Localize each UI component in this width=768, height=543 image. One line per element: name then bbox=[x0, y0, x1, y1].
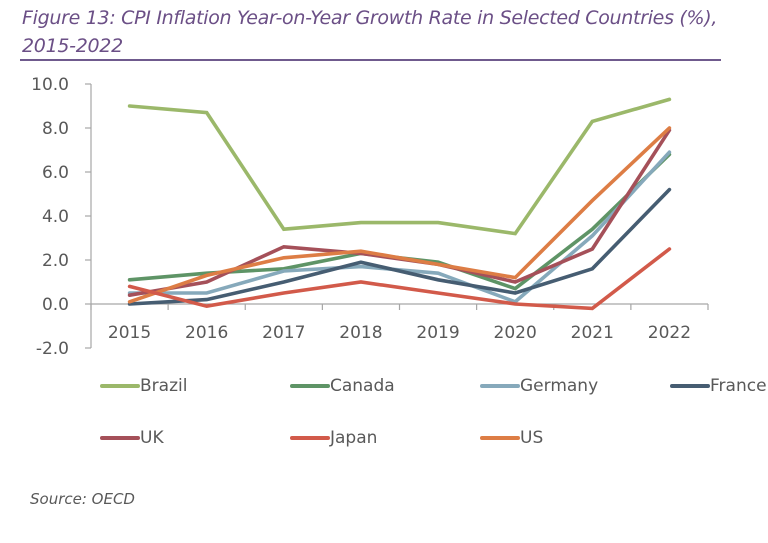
y-tick-label: 10.0 bbox=[31, 75, 69, 95]
x-tick-label: 2019 bbox=[416, 323, 459, 343]
legend-swatch bbox=[100, 436, 140, 440]
series-line-brazil bbox=[127, 97, 672, 236]
legend-swatch bbox=[670, 384, 710, 388]
x-tick-label: 2015 bbox=[108, 323, 151, 343]
title-divider bbox=[20, 59, 721, 61]
legend-label: France bbox=[710, 376, 767, 396]
series-lines bbox=[127, 97, 672, 311]
legend-swatch bbox=[290, 436, 330, 440]
x-axis-labels: 2015 2016 2017 2018 2019 2020 2021 2022 bbox=[108, 323, 691, 343]
y-tick-label: 2.0 bbox=[42, 251, 69, 271]
x-tick-label: 2021 bbox=[571, 323, 614, 343]
legend-item-germany: Germany bbox=[480, 376, 598, 396]
y-tick-label: -2.0 bbox=[36, 339, 69, 359]
legend-item-japan: Japan bbox=[290, 428, 377, 448]
source-note: Source: OECD bbox=[30, 490, 135, 508]
legend-label: UK bbox=[140, 428, 164, 448]
legend-item-us: US bbox=[480, 428, 543, 448]
legend-label: Japan bbox=[330, 428, 378, 448]
legend-item-brazil: Brazil bbox=[100, 376, 187, 396]
legend-label: Canada bbox=[330, 376, 395, 396]
y-tick-label: 0.0 bbox=[42, 295, 69, 315]
x-tick-label: 2017 bbox=[262, 323, 305, 343]
x-tick-label: 2016 bbox=[185, 323, 228, 343]
y-tick-label: 4.0 bbox=[42, 207, 69, 227]
legend-label: US bbox=[520, 428, 544, 448]
y-tick-label: 6.0 bbox=[42, 163, 69, 183]
x-tick-label: 2020 bbox=[494, 323, 537, 343]
legend-swatch bbox=[100, 384, 140, 388]
y-axis-labels: 10.0 8.0 6.0 4.0 2.0 0.0 -2.0 bbox=[31, 75, 69, 359]
legend-swatch bbox=[480, 436, 520, 440]
legend-swatch bbox=[290, 384, 330, 388]
series-line-us bbox=[127, 126, 672, 304]
legend-item-uk: UK bbox=[100, 428, 164, 448]
legend-item-canada: Canada bbox=[290, 376, 395, 396]
legend-label: Brazil bbox=[140, 376, 188, 396]
legend-swatch bbox=[480, 384, 520, 388]
series-line-japan bbox=[127, 247, 672, 311]
x-tick-label: 2018 bbox=[339, 323, 382, 343]
legend-label: Germany bbox=[520, 376, 599, 396]
series-line-france bbox=[127, 187, 672, 306]
x-tick-label: 2022 bbox=[648, 323, 691, 343]
chart-title: Figure 13: CPI Inflation Year-on-Year Gr… bbox=[22, 7, 718, 57]
y-tick-label: 8.0 bbox=[42, 119, 69, 139]
legend-item-france: France bbox=[670, 376, 767, 396]
